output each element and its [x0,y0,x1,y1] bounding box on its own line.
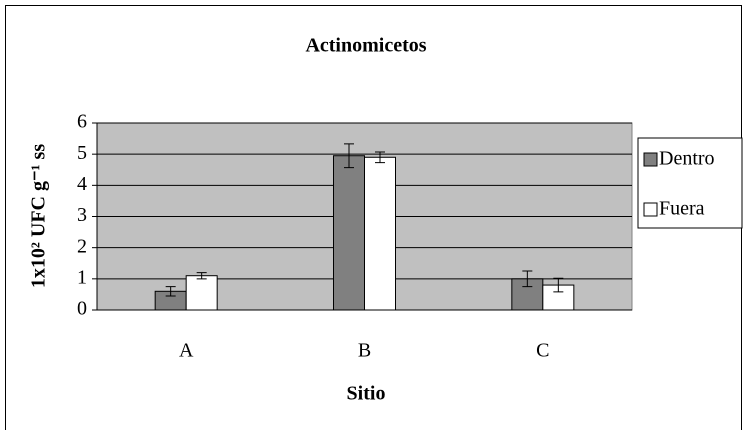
legend-label: Fuera [659,198,705,220]
error-bar [375,151,385,164]
error-bar [165,286,176,297]
y-tick-label: 0 [77,298,87,320]
y-tick-label: 6 [77,111,87,133]
y-tick-label: 5 [77,142,87,164]
y-axis-label: 1x10² UFC g⁻¹ ss [28,144,50,288]
error-bar [522,270,533,288]
x-tick-label: A [179,340,194,362]
x-axis-label: Sitio [347,383,386,405]
bar [185,275,218,311]
chart-title: Actinomicetos [305,35,426,57]
x-tick-label: C [536,340,549,362]
legend-swatch [643,202,658,217]
bar [364,156,396,311]
error-bar [196,272,207,280]
x-tick-label: B [358,340,371,362]
error-bar [553,277,564,293]
bar [333,155,365,311]
y-tick-label: 3 [77,204,87,226]
legend-label: Dentro [659,148,715,170]
legend-swatch [643,152,658,167]
y-tick-label: 2 [77,235,87,257]
y-tick-label: 4 [77,173,87,195]
y-tick-label: 1 [77,266,87,288]
error-bar [344,143,354,169]
